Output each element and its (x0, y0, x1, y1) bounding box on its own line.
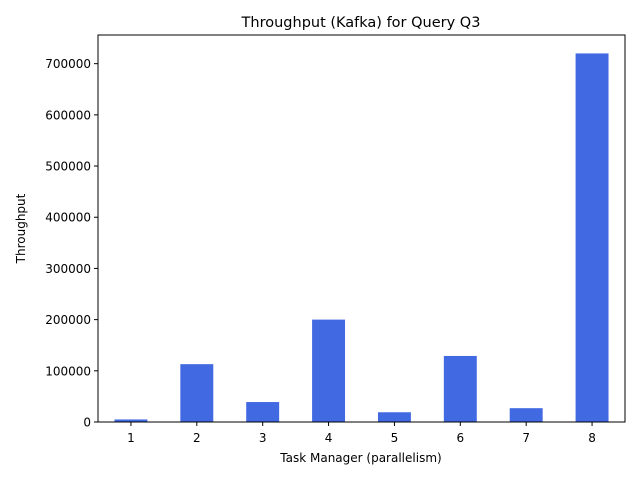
x-tick-label: 8 (588, 431, 596, 445)
y-tick-label: 600000 (45, 108, 91, 122)
y-tick-label: 0 (83, 416, 91, 430)
bar-7 (509, 408, 543, 422)
x-tick-label: 1 (127, 431, 135, 445)
bar-5 (377, 412, 411, 422)
plot-frame (97, 34, 626, 423)
bars-layer (114, 53, 609, 423)
axes-layer (97, 34, 626, 423)
x-tick-label: 7 (522, 431, 530, 445)
y-axis-ticks: 0 100000 200000 300000 400000 500000 600000 700… (45, 57, 98, 430)
y-tick-label: 400000 (45, 211, 91, 225)
x-tick-label: 5 (391, 431, 399, 445)
x-axis-ticks: 1 2 3 4 5 6 7 8 (127, 422, 596, 445)
y-tick-label: 100000 (45, 364, 91, 378)
y-axis-label: Throughput (14, 193, 28, 264)
y-tick-label: 200000 (45, 313, 91, 327)
x-tick-label: 4 (325, 431, 333, 445)
x-tick-label: 2 (193, 431, 201, 445)
bar-1 (114, 419, 148, 422)
x-axis-label: Task Manager (parallelism) (279, 451, 441, 465)
bar-3 (246, 402, 280, 422)
bar-4 (312, 319, 346, 422)
bar-6 (443, 355, 477, 422)
x-tick-label: 6 (456, 431, 464, 445)
bar-2 (180, 364, 214, 422)
y-tick-label: 700000 (45, 57, 91, 71)
bar-8 (575, 53, 609, 423)
x-tick-label: 3 (259, 431, 267, 445)
chart-title: Throughput (Kafka) for Query Q3 (241, 15, 481, 31)
y-tick-label: 300000 (45, 262, 91, 276)
y-tick-label: 500000 (45, 160, 91, 174)
